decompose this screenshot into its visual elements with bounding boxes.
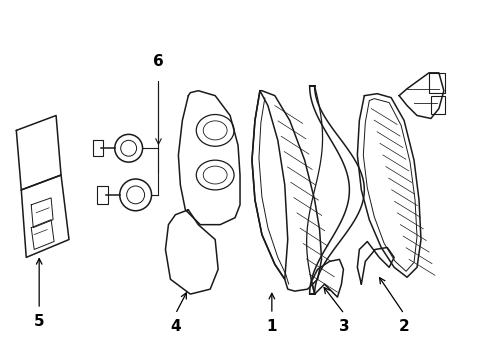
Text: 2: 2 — [399, 319, 410, 334]
Text: 1: 1 — [267, 319, 277, 334]
Bar — [97, 186, 108, 204]
Text: 4: 4 — [170, 319, 181, 334]
Bar — [431, 96, 445, 113]
Bar — [429, 73, 445, 93]
Text: 6: 6 — [153, 54, 164, 69]
Bar — [93, 140, 103, 156]
Text: 3: 3 — [339, 319, 350, 334]
Text: 5: 5 — [34, 314, 45, 329]
